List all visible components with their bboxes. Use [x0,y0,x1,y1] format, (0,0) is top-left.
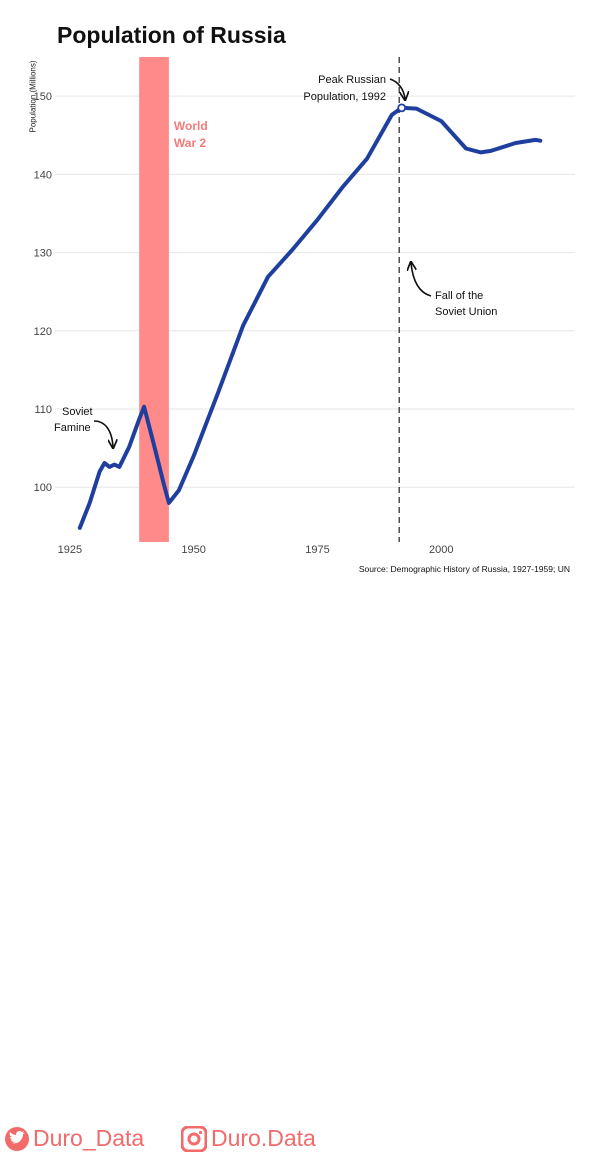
famine-label-line1: Soviet [62,406,93,418]
population-line [77,105,543,530]
peak-marker [397,103,407,113]
famine-label-line2: Famine [54,422,91,434]
ww2-label-line2: War 2 [174,136,207,150]
chart-title: Population of Russia [57,22,286,48]
y-tick-label: 150 [34,91,52,103]
x-tick-label: 2000 [429,544,453,556]
peak-arrow [389,78,405,99]
fall-label-line2: Soviet Union [435,306,497,318]
y-tick-label: 130 [34,248,52,260]
y-tick-label: 140 [34,169,52,181]
y-tick-label: 120 [34,326,52,338]
y-tick-label: 110 [34,404,52,416]
x-tick-label: 1975 [305,544,329,556]
x-tick-label: 1950 [181,544,205,556]
peak-label-line1: Peak Russian [318,74,386,86]
instagram-camera-icon [181,1126,207,1152]
x-tick-label: 1925 [58,544,82,556]
ww2-band [139,57,169,542]
peak-label-line2: Population, 1992 [303,91,386,103]
instagram-handle[interactable]: Duro.Data [211,1125,316,1151]
fall-label-line1: Fall of the [435,290,483,302]
y-tick-label: 100 [34,482,52,494]
source-note: Source: Demographic History of Russia, 1… [358,564,570,574]
famine-arrow [93,420,113,447]
twitter-bird-icon [5,1127,29,1151]
annotations-layer: Soviet Famine Peak Russian Population, 1992… [54,74,497,447]
twitter-handle[interactable]: Duro_Data [33,1125,145,1151]
gridlines [55,95,575,488]
footer: Duro_Data Duro.Data [0,560,599,1152]
series-layer [77,57,543,542]
war-band-layer: World War 2 [139,57,208,542]
ww2-label-line1: World [174,119,208,133]
fall-arrow [411,263,432,297]
tick-labels: 100 110 120 130 140 150 1925 1950 1975 2000 [34,91,454,556]
chart-canvas: World War 2 Soviet Famine Peak Russian Popul… [34,57,575,556]
